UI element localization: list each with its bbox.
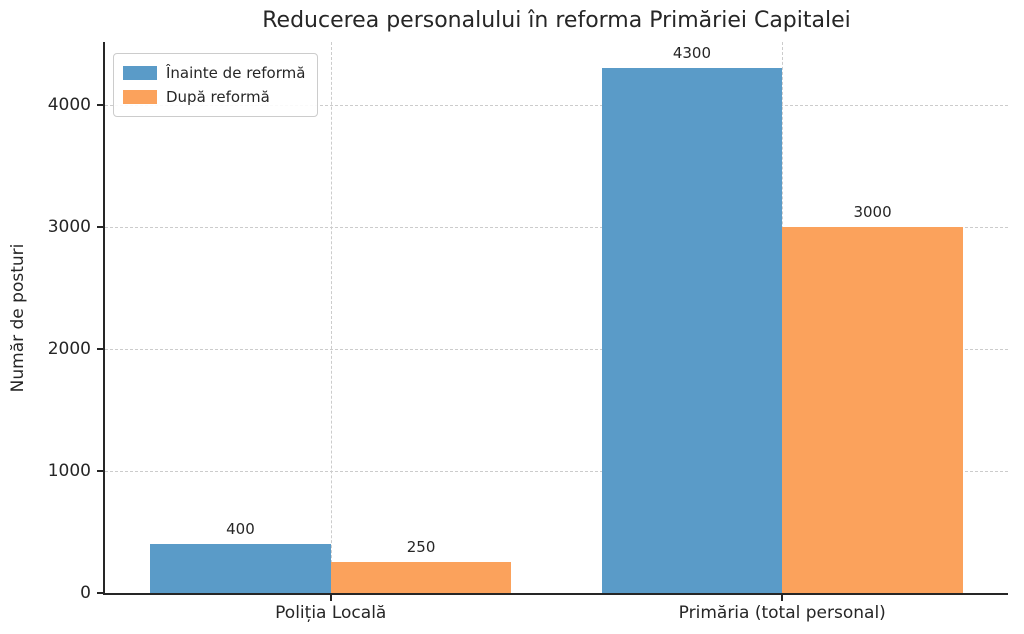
gridline-horizontal-2000	[105, 348, 1008, 350]
y-tick-label-2000: 2000	[47, 338, 91, 359]
y-tick-mark-4000	[97, 103, 103, 106]
chart-title: Reducerea personalului în reforma Primăr…	[262, 8, 851, 33]
bar-value-label-series-0-category-0: 400	[226, 520, 255, 539]
bar-value-label-series-1-category-1: 3000	[853, 202, 892, 221]
x-tick-label-category-0: Poliția Locală	[275, 603, 387, 623]
y-tick-mark-3000	[97, 225, 103, 228]
legend-label-after-reform: După reformă	[166, 88, 270, 106]
y-tick-mark-2000	[97, 347, 103, 350]
y-tick-label-1000: 1000	[47, 460, 91, 481]
x-axis-spine	[103, 593, 1008, 595]
y-tick-label-0: 0	[80, 583, 91, 603]
legend-item-after-reform: După reformă	[123, 85, 305, 109]
legend-label-before-reform: Înainte de reformă	[166, 64, 306, 82]
x-tick-mark-category-1	[781, 595, 784, 601]
gridline-horizontal-3000	[105, 226, 1008, 228]
bar-series-0-category-0	[150, 544, 331, 593]
gridline-vertical-category-0	[330, 42, 332, 593]
bar-value-label-series-1-category-0: 250	[406, 538, 436, 557]
y-axis-label: Număr de posturi	[8, 243, 28, 393]
y-tick-mark-0	[97, 592, 103, 594]
legend-swatch-before-reform	[123, 66, 157, 80]
bar-value-label-series-0-category-1: 4300	[672, 44, 712, 63]
bar-series-1-category-1	[782, 226, 963, 593]
y-tick-mark-1000	[97, 469, 103, 472]
legend: Înainte de reformă După reformă	[113, 53, 319, 117]
legend-item-before-reform: Înainte de reformă	[123, 61, 305, 85]
gridline-horizontal-1000	[105, 470, 1008, 472]
y-tick-label-4000: 4000	[47, 94, 91, 115]
y-axis-spine	[103, 42, 105, 595]
y-tick-label-3000: 3000	[47, 216, 91, 237]
legend-swatch-after-reform	[123, 90, 157, 104]
gridline-horizontal-4000	[105, 104, 1008, 106]
x-tick-mark-category-0	[329, 595, 332, 601]
x-tick-label-category-1: Primăria (total personal)	[678, 603, 886, 623]
bar-series-0-category-1	[601, 68, 783, 593]
plot-area: Înainte de reformă După reformă 400 4300 2…	[105, 42, 1008, 593]
bar-series-1-category-0	[330, 562, 512, 593]
